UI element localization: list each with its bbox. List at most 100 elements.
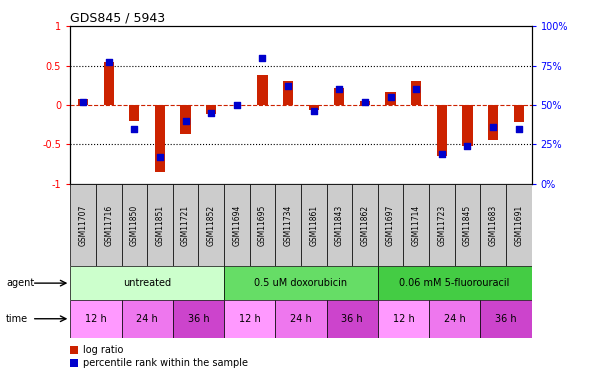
- Text: GSM11850: GSM11850: [130, 204, 139, 246]
- Point: [232, 102, 242, 108]
- Bar: [309, 105, 319, 110]
- Text: GDS845 / 5943: GDS845 / 5943: [70, 11, 166, 24]
- Bar: [129, 105, 139, 121]
- Bar: [429, 300, 480, 338]
- Point: [104, 60, 114, 66]
- Text: log ratio: log ratio: [83, 345, 123, 355]
- Text: 36 h: 36 h: [342, 314, 363, 324]
- Point: [514, 126, 524, 132]
- Point: [386, 94, 395, 100]
- Text: GSM11721: GSM11721: [181, 204, 190, 246]
- Bar: [378, 266, 532, 300]
- Bar: [437, 105, 447, 156]
- Bar: [455, 184, 480, 266]
- Bar: [326, 184, 352, 266]
- Bar: [206, 105, 216, 114]
- Text: time: time: [6, 314, 28, 324]
- Text: 0.06 mM 5-fluorouracil: 0.06 mM 5-fluorouracil: [400, 278, 510, 288]
- Bar: [70, 300, 122, 338]
- Text: agent: agent: [6, 278, 34, 288]
- Text: GSM11695: GSM11695: [258, 204, 267, 246]
- Text: GSM11843: GSM11843: [335, 204, 344, 246]
- Point: [360, 99, 370, 105]
- Bar: [96, 184, 122, 266]
- Bar: [224, 184, 250, 266]
- Text: GSM11851: GSM11851: [155, 204, 164, 246]
- Text: 24 h: 24 h: [290, 314, 312, 324]
- Bar: [480, 300, 532, 338]
- Text: GSM11852: GSM11852: [207, 204, 216, 246]
- Bar: [70, 266, 224, 300]
- Bar: [155, 105, 165, 172]
- Bar: [224, 266, 378, 300]
- Bar: [360, 101, 370, 105]
- Text: GSM11697: GSM11697: [386, 204, 395, 246]
- Text: GSM11716: GSM11716: [104, 204, 113, 246]
- Bar: [480, 184, 506, 266]
- Text: 12 h: 12 h: [239, 314, 260, 324]
- Bar: [147, 184, 173, 266]
- Text: GSM11861: GSM11861: [309, 204, 318, 246]
- Point: [78, 99, 88, 105]
- Point: [334, 86, 344, 92]
- Bar: [104, 62, 114, 105]
- Text: GSM11723: GSM11723: [437, 204, 447, 246]
- Text: 12 h: 12 h: [392, 314, 414, 324]
- Bar: [173, 300, 224, 338]
- Bar: [78, 99, 88, 105]
- Bar: [463, 105, 473, 146]
- Bar: [224, 300, 276, 338]
- Point: [284, 83, 293, 89]
- Text: untreated: untreated: [123, 278, 171, 288]
- Point: [411, 86, 421, 92]
- Text: 0.5 uM doxorubicin: 0.5 uM doxorubicin: [254, 278, 348, 288]
- Bar: [122, 300, 173, 338]
- Bar: [250, 184, 276, 266]
- Bar: [411, 81, 422, 105]
- Text: GSM11862: GSM11862: [360, 204, 370, 246]
- Text: GSM11691: GSM11691: [514, 204, 523, 246]
- Bar: [199, 184, 224, 266]
- Bar: [257, 75, 268, 105]
- Text: GSM11707: GSM11707: [79, 204, 87, 246]
- Bar: [301, 184, 326, 266]
- Bar: [276, 184, 301, 266]
- Bar: [386, 92, 396, 105]
- Bar: [429, 184, 455, 266]
- Point: [437, 151, 447, 157]
- Point: [309, 108, 318, 114]
- Text: GSM11714: GSM11714: [412, 204, 421, 246]
- Text: GSM11694: GSM11694: [232, 204, 241, 246]
- Point: [181, 118, 191, 124]
- Bar: [122, 184, 147, 266]
- Bar: [506, 184, 532, 266]
- Point: [463, 143, 472, 149]
- Bar: [283, 81, 293, 105]
- Text: GSM11734: GSM11734: [284, 204, 293, 246]
- Bar: [352, 184, 378, 266]
- Bar: [334, 88, 345, 105]
- Point: [207, 110, 216, 116]
- Bar: [70, 184, 96, 266]
- Bar: [276, 300, 326, 338]
- Bar: [326, 300, 378, 338]
- Text: percentile rank within the sample: percentile rank within the sample: [83, 358, 248, 368]
- Bar: [378, 184, 403, 266]
- Text: 12 h: 12 h: [85, 314, 107, 324]
- Bar: [403, 184, 429, 266]
- Bar: [488, 105, 498, 141]
- Bar: [173, 184, 199, 266]
- Text: GSM11683: GSM11683: [489, 204, 497, 246]
- Text: 36 h: 36 h: [188, 314, 209, 324]
- Point: [258, 55, 268, 61]
- Text: 24 h: 24 h: [136, 314, 158, 324]
- Point: [130, 126, 139, 132]
- Bar: [378, 300, 429, 338]
- Bar: [514, 105, 524, 122]
- Point: [155, 154, 165, 160]
- Text: 36 h: 36 h: [495, 314, 517, 324]
- Text: 24 h: 24 h: [444, 314, 466, 324]
- Bar: [180, 105, 191, 134]
- Text: GSM11845: GSM11845: [463, 204, 472, 246]
- Point: [488, 124, 498, 130]
